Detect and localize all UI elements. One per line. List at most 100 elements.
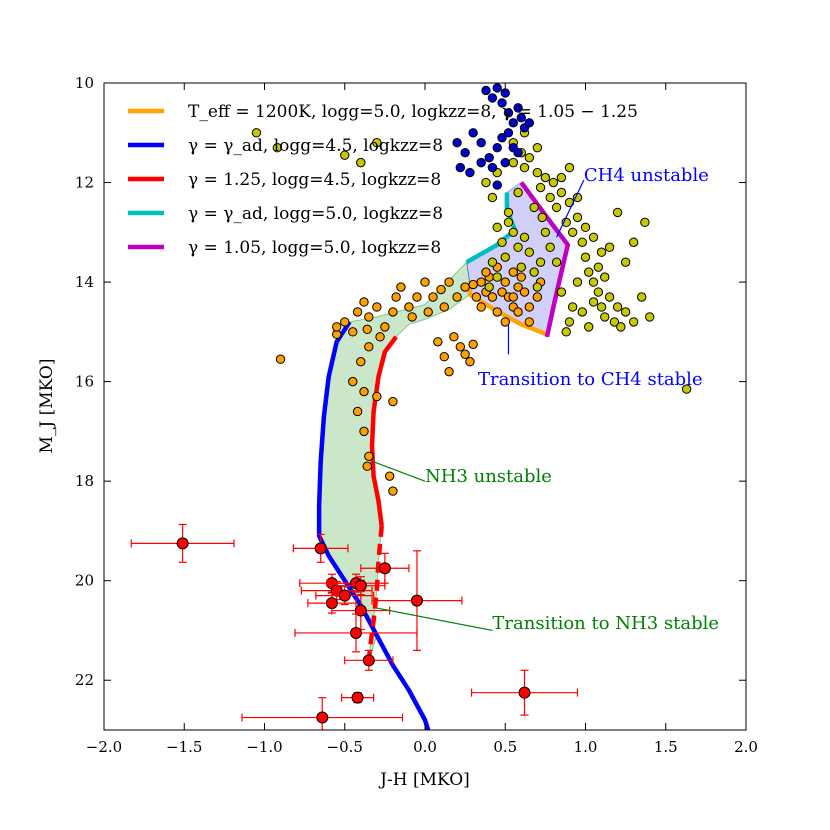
data-point-2-0 bbox=[481, 85, 491, 96]
data-point-0-15 bbox=[412, 292, 422, 302]
data-point-1-4 bbox=[532, 167, 543, 178]
data-point-2-22 bbox=[465, 167, 475, 178]
data-point-2-6 bbox=[508, 118, 518, 128]
data-point-2-25 bbox=[524, 118, 535, 128]
data-point-1-40 bbox=[529, 267, 539, 277]
data-point-1-77 bbox=[272, 143, 283, 153]
data-point-3-12 bbox=[362, 654, 375, 667]
data-point-1-60 bbox=[600, 272, 610, 282]
legend-label-4: γ = 1.05, logg=5.0, logkzz=8 bbox=[188, 238, 441, 258]
data-point-0-41 bbox=[449, 332, 459, 342]
data-point-2-2 bbox=[492, 83, 502, 93]
data-point-0-12 bbox=[396, 282, 406, 292]
axis-ticks: −2.0 −1.5 −1.0 −0.5 0.0 0.5 1.0 1.5 2.0 10 12 14 16 1… bbox=[75, 74, 758, 756]
data-point-0-70 bbox=[500, 317, 510, 327]
data-point-1-21 bbox=[600, 312, 610, 322]
data-point-1-35 bbox=[551, 257, 562, 267]
data-point-1-6 bbox=[540, 172, 551, 183]
data-point-0-44 bbox=[468, 339, 478, 349]
data-point-0-16 bbox=[420, 277, 430, 287]
data-point-1-51 bbox=[484, 282, 494, 292]
data-point-0-8 bbox=[375, 332, 385, 342]
x-tick-label: −1.5 bbox=[166, 738, 202, 756]
data-point-1-29 bbox=[645, 312, 655, 322]
annotation-label-1: Transition to CH4 stable bbox=[478, 369, 703, 390]
data-point-0-23 bbox=[460, 282, 470, 292]
data-point-1-14 bbox=[572, 212, 583, 223]
data-point-0-53 bbox=[372, 391, 382, 402]
data-point-3-11 bbox=[349, 626, 362, 639]
data-point-0-29 bbox=[487, 292, 498, 302]
data-point-1-83 bbox=[487, 192, 498, 203]
data-point-0-56 bbox=[359, 426, 369, 437]
data-point-1-27 bbox=[628, 317, 639, 327]
data-point-1-19 bbox=[593, 287, 604, 297]
annotation-arrow-2 bbox=[371, 460, 426, 482]
data-point-2-8 bbox=[516, 113, 526, 123]
model-curve-0 bbox=[316, 320, 431, 730]
x-tick-label: 2.0 bbox=[734, 738, 758, 756]
data-point-0-4 bbox=[352, 307, 363, 317]
y-tick-label: 10 bbox=[75, 74, 94, 92]
data-point-1-72 bbox=[513, 187, 523, 198]
data-point-0-13 bbox=[404, 302, 414, 312]
data-point-0-19 bbox=[436, 284, 446, 295]
data-point-0-9 bbox=[380, 322, 390, 332]
data-point-1-64 bbox=[620, 257, 631, 267]
data-point-0-20 bbox=[439, 302, 449, 312]
x-tick-label: 0.0 bbox=[413, 738, 437, 756]
x-tick-label: 0.5 bbox=[493, 738, 517, 756]
data-point-0-43 bbox=[460, 349, 470, 359]
data-point-1-82 bbox=[481, 177, 491, 188]
data-point-0-42 bbox=[455, 342, 466, 352]
data-point-1-16 bbox=[580, 252, 591, 262]
data-point-1-24 bbox=[612, 302, 623, 312]
data-point-0-61 bbox=[362, 324, 372, 335]
data-point-1-45 bbox=[508, 227, 518, 238]
data-point-0-67 bbox=[513, 307, 523, 317]
data-point-1-39 bbox=[532, 282, 543, 292]
data-point-2-16 bbox=[460, 147, 470, 158]
data-point-0-49 bbox=[364, 342, 374, 352]
data-point-0-0 bbox=[275, 354, 286, 364]
data-point-0-60 bbox=[388, 486, 398, 496]
data-point-0-37 bbox=[519, 287, 530, 297]
data-point-2-17 bbox=[452, 138, 462, 148]
data-point-0-69 bbox=[508, 292, 518, 302]
legend-label-3: γ = γ_ad, logg=5.0, logkzz=8 bbox=[188, 204, 443, 224]
data-point-1-44 bbox=[513, 242, 523, 252]
x-axis-title: J-H [MKO] bbox=[378, 770, 470, 790]
data-point-2-12 bbox=[492, 143, 502, 153]
data-point-1-41 bbox=[524, 247, 535, 257]
data-point-1-22 bbox=[604, 292, 615, 302]
data-point-0-39 bbox=[532, 292, 543, 302]
x-tick-label: −0.5 bbox=[327, 738, 363, 756]
data-point-2-24 bbox=[492, 180, 502, 190]
data-point-2-13 bbox=[484, 152, 494, 163]
data-point-0-14 bbox=[407, 312, 417, 322]
data-point-1-61 bbox=[612, 207, 623, 218]
data-point-2-3 bbox=[497, 98, 507, 108]
y-tick-label: 16 bbox=[75, 373, 94, 391]
data-point-1-48 bbox=[497, 237, 507, 247]
model-curve-5 bbox=[519, 181, 571, 338]
data-point-0-30 bbox=[492, 307, 502, 317]
data-point-0-47 bbox=[439, 352, 449, 362]
data-point-1-52 bbox=[492, 272, 502, 282]
data-point-0-35 bbox=[513, 282, 523, 292]
data-point-0-3 bbox=[348, 327, 358, 337]
data-point-3-10 bbox=[410, 594, 423, 607]
data-point-1-33 bbox=[561, 327, 571, 337]
data-point-3-15 bbox=[518, 686, 531, 699]
annotation-arrow-3 bbox=[376, 607, 493, 632]
legend-label-1: γ = γ_ad, logg=4.5, logkzz=8 bbox=[188, 136, 443, 156]
data-point-0-10 bbox=[388, 307, 398, 317]
data-point-0-18 bbox=[428, 292, 438, 302]
data-point-1-38 bbox=[535, 257, 546, 267]
x-tick-label: −2.0 bbox=[86, 738, 122, 756]
data-point-2-26 bbox=[513, 147, 523, 158]
data-point-1-13 bbox=[567, 227, 578, 238]
annotation-arrow-0 bbox=[556, 179, 585, 238]
annotations: CH4 unstable Transition to CH4 stable NH3 … bbox=[371, 165, 719, 634]
